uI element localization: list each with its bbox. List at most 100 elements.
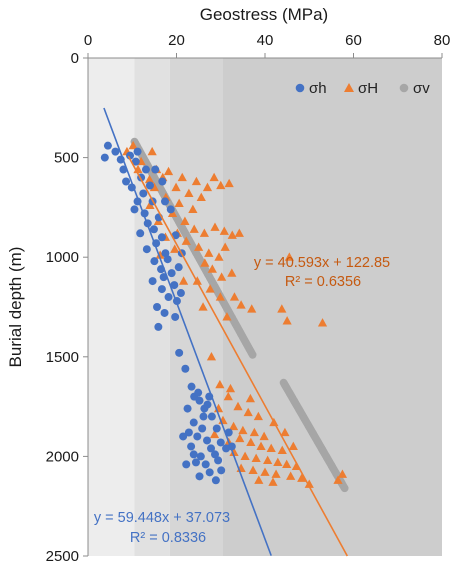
sigma-h-point <box>199 412 208 421</box>
x-tick-label: 80 <box>434 32 451 49</box>
y-axis-title: Burial depth (m) <box>6 247 25 368</box>
legend-marker-sigma-v <box>399 83 409 93</box>
sigma-h-point <box>142 245 151 254</box>
sigma-h-point <box>139 189 148 198</box>
sigma-H-point <box>333 475 343 484</box>
y-tick-label: 1500 <box>46 349 79 366</box>
legend: σh σH σv <box>295 80 430 97</box>
fit-line-sigma-H <box>127 155 349 557</box>
sigma-H-point <box>177 172 187 182</box>
sigma-H-point <box>249 427 259 437</box>
sigma-h-point <box>160 197 169 206</box>
sigma-h-point <box>183 404 192 413</box>
series-sigma-v <box>130 137 349 493</box>
sigma-h-point <box>195 472 204 481</box>
sigma-h-point <box>191 458 200 467</box>
sigma-h-point <box>182 460 191 469</box>
sigma-H-point <box>196 192 206 202</box>
sigma-h-point <box>194 388 203 397</box>
x-tick-label: 20 <box>168 32 185 49</box>
sigma-h-point <box>212 424 221 433</box>
series-sigma-H <box>122 140 348 488</box>
sigma-H-point <box>271 469 281 478</box>
sigma-H-point <box>214 252 224 261</box>
sigma-H-point <box>222 312 232 321</box>
fit-equation-sigma-h: y = 59.448x + 37.073 <box>94 510 230 526</box>
sigma-H-point <box>199 228 209 237</box>
sigma-h-point <box>148 277 157 286</box>
sigma-H-point <box>236 300 246 309</box>
y-tick-label: 2500 <box>46 548 79 563</box>
sigma-h-point <box>189 418 198 427</box>
sigma-H-point <box>277 304 287 313</box>
sigma-H-point <box>220 242 230 251</box>
sigma-h-point <box>184 428 193 437</box>
sigma-H-point <box>191 176 202 186</box>
sigma-h-point <box>189 450 198 459</box>
sigma-h-point <box>211 476 220 485</box>
sigma-H-point <box>240 451 250 460</box>
sigma-h-point <box>193 432 202 441</box>
sigma-h-point <box>207 444 216 453</box>
sigma-h-point <box>214 456 223 465</box>
sigma-h-point <box>179 432 188 441</box>
sigma-H-point <box>297 473 307 482</box>
y-tick-label: 2000 <box>46 448 79 465</box>
sigma-h-point <box>175 348 184 357</box>
sigma-H-point <box>180 216 190 225</box>
sigma-H-point <box>163 166 174 176</box>
sigma-h-point <box>150 257 159 266</box>
sigma-H-point <box>217 272 227 281</box>
sigma-h-point <box>174 263 183 272</box>
sigma-h-point <box>131 157 140 166</box>
fit-r2-sigma-h: R² = 0.8336 <box>130 530 206 546</box>
sigma-H-point <box>263 455 273 464</box>
sigma-H-point <box>224 178 234 188</box>
sigma-H-point <box>247 304 257 313</box>
sigma-h-point <box>176 289 185 298</box>
sigma-H-point <box>317 318 328 327</box>
sigma-h-point <box>181 364 190 373</box>
sigma-h-point <box>160 308 169 317</box>
sigma-H-point <box>233 401 243 411</box>
x-tick-label: 40 <box>257 32 274 49</box>
sigma-h-point <box>201 460 210 469</box>
background-band-2 <box>134 58 170 556</box>
sigma-v-point <box>340 484 349 493</box>
sigma-h-point <box>198 424 207 433</box>
sigma-h-point <box>167 269 176 278</box>
sigma-h-point <box>158 177 167 186</box>
sigma-H-point <box>209 429 220 439</box>
sigma-h-point <box>154 322 163 331</box>
sigma-h-point <box>103 141 112 150</box>
sigma-H-point <box>219 226 229 235</box>
sigma-H-point <box>155 250 165 259</box>
sigma-H-point <box>266 443 276 453</box>
sigma-H-point <box>194 242 204 251</box>
sigma-h-point <box>126 151 135 160</box>
sigma-H-point <box>277 445 287 455</box>
sigma-h-point <box>133 147 142 156</box>
background-bands <box>88 58 442 556</box>
sigma-H-point <box>225 383 236 393</box>
sigma-H-point <box>215 292 225 301</box>
x-axis-title: Geostress (MPa) <box>200 5 328 24</box>
sigma-H-point <box>243 407 253 417</box>
sigma-H-point <box>210 222 220 231</box>
sigma-H-point <box>128 140 138 150</box>
sigma-h-point <box>130 205 139 214</box>
sigma-h-point <box>205 468 214 477</box>
sigma-h-point <box>195 396 204 405</box>
sigma-h-point <box>171 312 180 321</box>
x-tick-label: 0 <box>84 32 92 49</box>
fit-r2-sigma-H: R² = 0.6356 <box>285 274 361 290</box>
sigma-h-point <box>136 229 145 238</box>
sigma-H-point <box>280 427 290 437</box>
sigma-H-point <box>171 182 181 192</box>
sigma-H-point <box>251 453 261 462</box>
sigma-H-point <box>198 302 208 311</box>
sigma-H-point <box>144 174 155 184</box>
sigma-H-point <box>200 258 210 267</box>
sigma-H-point <box>174 198 184 208</box>
sigma-H-point <box>145 200 155 210</box>
